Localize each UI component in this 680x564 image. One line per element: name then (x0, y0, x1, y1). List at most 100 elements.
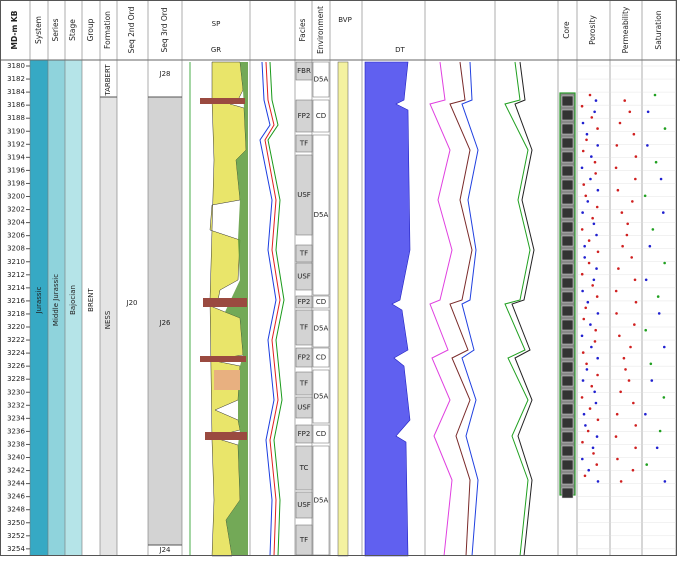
porosity-point (594, 328, 597, 332)
porosity-point (596, 373, 599, 377)
porosity-point (586, 200, 590, 203)
permeability-point (631, 468, 635, 472)
core-segment (561, 193, 574, 205)
column-header: Seq 3rd Ord (160, 7, 169, 52)
curve-label: SP (212, 20, 221, 28)
porosity-point (592, 452, 595, 455)
core-segment (561, 333, 574, 345)
porosity-point (591, 216, 594, 220)
facies-box (295, 61, 313, 81)
core-segment (561, 95, 574, 107)
depth-label: 3182 (7, 75, 25, 83)
environment-box (312, 369, 330, 424)
facies-label: FBR (297, 67, 311, 75)
porosity-point (591, 284, 594, 287)
depth-label: 3202 (7, 206, 25, 214)
porosity-point (581, 289, 584, 293)
depth-label: 3212 (7, 271, 25, 279)
depth-label: 3236 (7, 427, 25, 435)
depth-label: 3226 (7, 362, 25, 370)
porosity-point (581, 440, 584, 444)
porosity-point (584, 306, 588, 310)
depth-label: 3204 (7, 219, 25, 227)
curve-label: DT (395, 46, 405, 54)
saturation-point (650, 379, 654, 382)
seq2-label: J20 (126, 299, 138, 307)
saturation-point (655, 446, 659, 450)
system-label: Jurassic (35, 286, 43, 314)
permeability-point (628, 110, 632, 114)
facies-label: FP2 (298, 298, 311, 306)
porosity-point (590, 384, 594, 388)
permeability-point (629, 345, 632, 349)
depth-label: 3206 (7, 232, 25, 240)
core-segment (561, 235, 574, 247)
facies-box (295, 262, 313, 291)
core-segment (561, 487, 574, 499)
porosity-point (591, 446, 595, 450)
porosity-point (581, 379, 585, 382)
porosity-point (596, 480, 600, 483)
porosity-point (588, 93, 592, 97)
porosity-point (596, 418, 600, 422)
permeability-point (616, 457, 619, 461)
permeability-point (626, 222, 629, 226)
depth-label: 3234 (7, 414, 25, 422)
porosity-point (582, 412, 586, 416)
permeability-point (634, 424, 638, 427)
curve-label: BVP (338, 16, 352, 24)
facies-label: TC (299, 464, 309, 472)
column-header: Facies (298, 18, 307, 41)
porosity-point (580, 228, 584, 231)
porosity-point (586, 300, 590, 304)
facies-label: FP2 (298, 112, 311, 120)
environment-label: CD (316, 112, 326, 120)
core-segment (561, 151, 574, 163)
porosity-point (596, 188, 600, 192)
porosity-point (596, 127, 599, 130)
porosity-point (580, 334, 584, 338)
depth-label: 3218 (7, 310, 25, 318)
porosity-point (595, 463, 599, 466)
porosity-point (585, 362, 588, 366)
facies-box (295, 309, 313, 346)
porosity-point (580, 396, 584, 399)
porosity-point (587, 468, 591, 472)
curve-label: GR (211, 46, 221, 54)
facies-box (295, 244, 313, 263)
saturation-point (646, 110, 650, 114)
permeability-point (632, 132, 636, 136)
depth-label: 3230 (7, 388, 25, 396)
core-segment (561, 319, 574, 331)
facies-box (295, 134, 313, 153)
core-segment (561, 179, 574, 191)
porosity-point (590, 345, 593, 349)
core-segment (561, 347, 574, 359)
core-segment (561, 389, 574, 401)
depth-label: 3250 (7, 519, 25, 527)
saturation-point (653, 93, 657, 97)
porosity-point (582, 317, 586, 321)
environment-box (312, 347, 330, 368)
porosity-point (595, 205, 599, 209)
porosity-point (590, 155, 593, 158)
facies-box (295, 396, 313, 419)
porosity-point (590, 116, 594, 119)
permeability-point (615, 412, 619, 416)
porosity-point (596, 144, 599, 147)
porosity-point (580, 457, 584, 461)
permeability-point (617, 267, 620, 270)
permeability-point (616, 188, 620, 192)
core-segment (561, 123, 574, 135)
group-label: BRENT (87, 287, 95, 311)
column-header: System (34, 16, 43, 44)
saturation-point (662, 345, 666, 349)
porosity-point (581, 351, 585, 354)
environment-box (312, 424, 330, 444)
permeability-point (621, 244, 624, 248)
core-segment (561, 375, 574, 387)
series-label: Middle Jurassic (52, 274, 60, 326)
porosity-point (593, 160, 597, 164)
depth-header: MD-m KB (10, 10, 19, 49)
